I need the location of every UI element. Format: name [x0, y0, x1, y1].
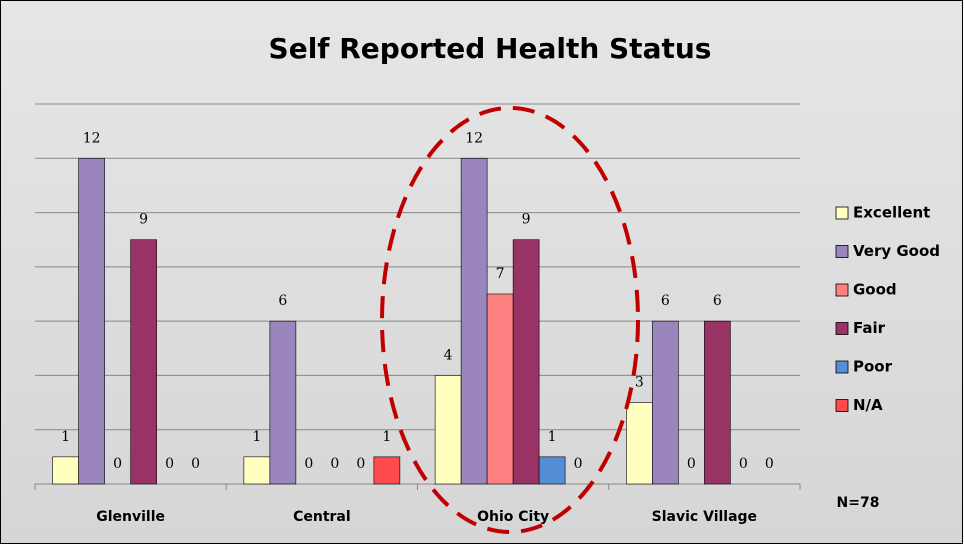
bar — [52, 456, 79, 485]
plot-area: Glenville 1 12 0 9 0 0 Central 1 6 0 0 0 1 Ohio City 4 1… — [34, 103, 801, 525]
bar — [704, 320, 731, 485]
data-label: 0 — [687, 456, 696, 472]
data-label: 6 — [713, 293, 722, 309]
data-label: 0 — [165, 456, 174, 472]
bar — [460, 157, 488, 485]
bar — [538, 456, 566, 485]
x-tick-label: Central — [293, 509, 351, 525]
legend-label: Poor — [853, 358, 893, 376]
legend-label: Fair — [853, 319, 886, 337]
data-label: 0 — [304, 456, 313, 472]
data-label: 1 — [61, 429, 70, 445]
data-label: 0 — [113, 456, 122, 472]
annotation: N=78 — [837, 495, 880, 511]
data-label: 6 — [661, 293, 670, 309]
highlight-ellipse — [380, 106, 640, 534]
data-label: 1 — [548, 429, 557, 445]
bar — [373, 456, 401, 485]
legend-label: N/A — [853, 396, 883, 414]
bar — [243, 456, 271, 485]
data-label: 0 — [765, 456, 774, 472]
data-label: 9 — [522, 212, 531, 228]
data-label: 1 — [252, 429, 261, 445]
data-label: 7 — [496, 266, 505, 282]
data-label: 3 — [635, 375, 644, 391]
x-tick-label: Slavic Village — [652, 509, 757, 525]
x-tick-label: Glenville — [96, 509, 165, 525]
legend-label: Very Good — [853, 242, 940, 260]
x-tick-label: Ohio City — [477, 509, 549, 525]
legend-swatch — [835, 245, 849, 258]
legend-label: Good — [853, 281, 897, 299]
bar — [626, 402, 653, 485]
data-label: 0 — [739, 456, 748, 472]
data-label: 4 — [444, 347, 453, 363]
legend-swatch — [835, 360, 849, 374]
data-label: 12 — [465, 130, 483, 146]
chart-title: Self Reported Health Status — [269, 32, 712, 65]
bar — [269, 320, 297, 485]
data-label: 0 — [356, 456, 365, 472]
data-label: 12 — [83, 130, 101, 146]
bar — [486, 293, 514, 485]
bar — [512, 239, 540, 485]
data-label: 0 — [574, 456, 583, 472]
legend-swatch — [835, 283, 849, 297]
legend-swatch — [835, 399, 849, 412]
bar — [78, 157, 105, 485]
data-label: 6 — [278, 293, 287, 309]
data-label: 0 — [191, 456, 200, 472]
data-label: 0 — [330, 456, 339, 472]
data-label: 9 — [139, 212, 148, 228]
legend-swatch — [835, 206, 849, 220]
bar — [130, 239, 157, 485]
bar — [652, 320, 679, 485]
data-label: 1 — [382, 429, 391, 445]
legend-label: Excellent — [853, 204, 930, 222]
legend-swatch — [835, 322, 849, 335]
bar — [434, 375, 462, 485]
